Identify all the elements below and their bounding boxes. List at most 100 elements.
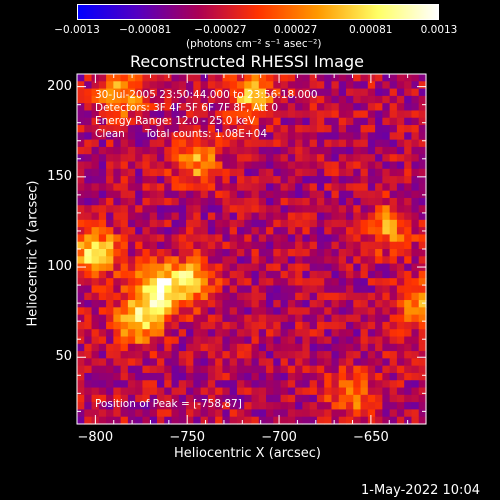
heatmap-cell xyxy=(91,190,100,199)
heatmap-cell xyxy=(266,365,274,374)
heatmap-cell xyxy=(418,81,427,90)
heatmap-cell xyxy=(411,139,420,148)
heatmap-cell xyxy=(404,343,413,352)
heatmap-cell xyxy=(106,292,114,301)
heatmap-cell xyxy=(171,146,180,155)
heatmap-cell xyxy=(287,249,296,257)
heatmap-cell xyxy=(149,329,158,338)
heatmap-cell xyxy=(353,256,362,265)
heatmap-cell xyxy=(178,343,187,352)
heatmap-cell xyxy=(338,270,347,279)
heatmap-cell xyxy=(164,161,173,170)
heatmap-cell xyxy=(258,190,267,199)
heatmap-cell xyxy=(222,132,231,141)
heatmap-cell xyxy=(84,212,93,221)
heatmap-cell xyxy=(331,132,340,141)
heatmap-cell xyxy=(302,103,311,112)
heatmap-cell xyxy=(135,409,144,418)
heatmap-cell xyxy=(171,241,180,250)
heatmap-cell xyxy=(77,219,85,228)
heatmap-cell xyxy=(229,365,238,374)
heatmap-cell xyxy=(266,176,274,184)
heatmap-cell xyxy=(375,343,383,352)
heatmap-cell xyxy=(367,125,376,133)
heatmap-cell xyxy=(324,139,333,148)
heatmap-cell xyxy=(302,394,311,403)
heatmap-cell xyxy=(236,103,245,112)
heatmap-cell xyxy=(164,154,173,163)
heatmap-cell xyxy=(106,263,114,272)
heatmap-cell xyxy=(309,190,318,199)
heatmap-cell xyxy=(251,74,260,82)
heatmap-cell xyxy=(207,146,216,155)
heatmap-cell xyxy=(302,117,311,126)
heatmap-cell xyxy=(84,372,93,381)
heatmap-cell xyxy=(316,358,325,367)
heatmap-cell xyxy=(396,270,405,279)
heatmap-cell xyxy=(142,292,151,301)
heatmap-cell xyxy=(84,358,93,367)
heatmap-cell xyxy=(222,336,231,345)
heatmap-cell xyxy=(236,81,245,90)
heatmap-cell xyxy=(77,146,85,155)
heatmap-cell xyxy=(77,241,85,250)
heatmap-cell xyxy=(273,256,282,265)
heatmap-cell xyxy=(222,285,231,294)
heatmap-cell xyxy=(178,227,187,236)
heatmap-cell xyxy=(244,241,253,250)
heatmap-cell xyxy=(77,372,85,381)
heatmap-cell xyxy=(338,394,347,403)
heatmap-cell xyxy=(382,74,391,82)
heatmap-cell xyxy=(222,329,231,338)
heatmap-cell xyxy=(338,161,347,170)
heatmap-cell xyxy=(186,74,194,82)
heatmap-cell xyxy=(375,227,383,236)
heatmap-cell xyxy=(389,300,398,308)
heatmap-cell xyxy=(149,314,158,323)
heatmap-cell xyxy=(411,95,420,104)
heatmap-cell xyxy=(295,197,303,206)
heatmap-cell xyxy=(171,110,180,119)
heatmap-cell xyxy=(106,168,114,177)
heatmap-cell xyxy=(200,183,209,192)
heatmap-cell xyxy=(200,321,209,330)
heatmap-cell xyxy=(316,249,325,257)
heatmap-cell xyxy=(360,358,369,367)
heatmap-cell xyxy=(127,343,136,352)
heatmap-cell xyxy=(280,387,289,396)
heatmap-cell xyxy=(178,358,187,367)
heatmap-cell xyxy=(346,190,354,199)
heatmap-cell xyxy=(222,197,231,206)
heatmap-cell xyxy=(222,176,231,184)
heatmap-cell xyxy=(375,270,383,279)
heatmap-cell xyxy=(200,365,209,374)
heatmap-cell xyxy=(135,117,144,126)
heatmap-cell xyxy=(178,351,187,359)
heatmap-cell xyxy=(142,103,151,112)
heatmap-cell xyxy=(338,117,347,126)
heatmap-cell xyxy=(295,139,303,148)
heatmap-cell xyxy=(295,168,303,177)
heatmap-cell xyxy=(84,365,93,374)
heatmap-cell xyxy=(215,394,224,403)
heatmap-cell xyxy=(222,256,231,265)
heatmap-cell xyxy=(360,336,369,345)
heatmap-cell xyxy=(171,300,180,308)
heatmap-cell xyxy=(164,132,173,141)
heatmap-cell xyxy=(207,409,216,418)
heatmap-cell xyxy=(113,372,122,381)
heatmap-cell xyxy=(222,314,231,323)
heatmap-cell xyxy=(353,358,362,367)
heatmap-cell xyxy=(186,212,194,221)
heatmap-cell xyxy=(236,125,245,133)
heatmap-cell xyxy=(120,358,129,367)
heatmap-cell xyxy=(273,249,282,257)
heatmap-cell xyxy=(120,307,129,316)
heatmap-cell xyxy=(382,168,391,177)
heatmap-cell xyxy=(91,270,100,279)
heatmap-cell xyxy=(127,81,136,90)
heatmap-cell xyxy=(295,176,303,184)
heatmap-cell xyxy=(389,249,398,257)
heatmap-cell xyxy=(404,351,413,359)
heatmap-cell xyxy=(106,197,114,206)
